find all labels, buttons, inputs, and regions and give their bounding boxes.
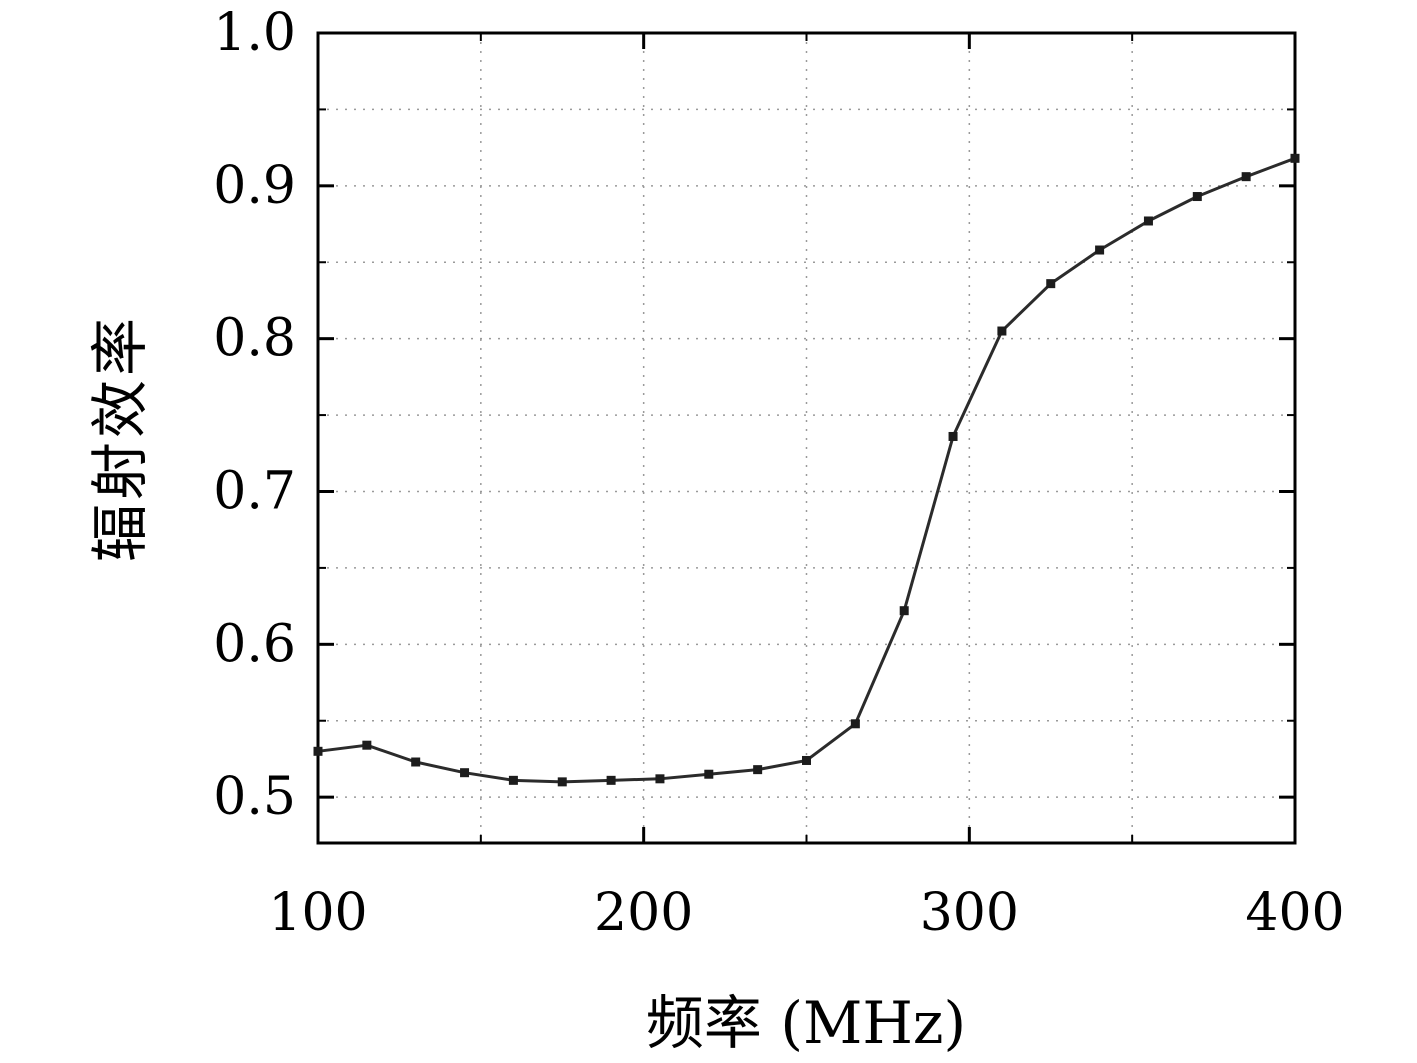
- svg-text:300: 300: [920, 883, 1019, 943]
- svg-text:100: 100: [268, 883, 367, 943]
- y-tick-labels: 0.5 0.6 0.7 0.8 0.9 1.0: [213, 3, 296, 827]
- axis-ticks: [316, 31, 1297, 843]
- x-axis-label: 频率 (MHz): [645, 989, 967, 1057]
- y-axis-label: 辐射效率: [86, 313, 154, 563]
- grid: [318, 33, 1295, 843]
- plot-border: [316, 31, 1297, 845]
- svg-text:400: 400: [1245, 883, 1344, 943]
- svg-text:0.9: 0.9: [213, 156, 296, 216]
- svg-text:0.5: 0.5: [213, 767, 296, 827]
- svg-text:0.8: 0.8: [213, 309, 296, 369]
- x-tick-labels: 100 200 300 400: [268, 883, 1344, 943]
- svg-text:0.7: 0.7: [213, 461, 296, 521]
- series-line: [317, 156, 1296, 784]
- series-markers: [313, 153, 1300, 787]
- svg-text:1.0: 1.0: [213, 3, 296, 63]
- svg-text:0.6: 0.6: [213, 614, 296, 674]
- svg-text:200: 200: [594, 883, 693, 943]
